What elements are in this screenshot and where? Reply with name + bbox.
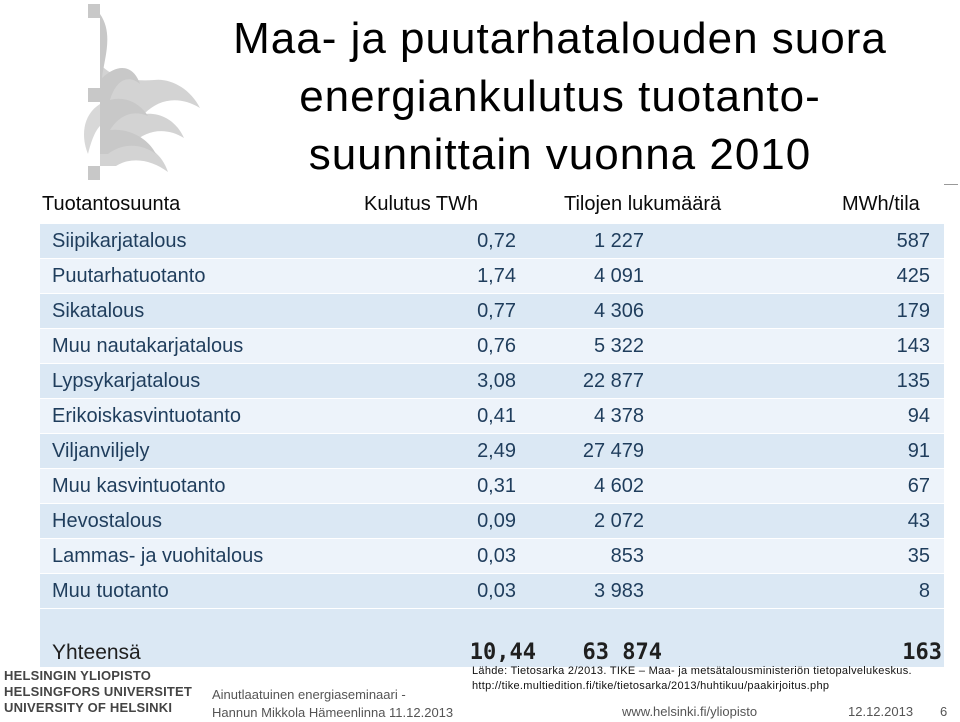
cell-consumption: 0,09 — [352, 504, 540, 539]
cell-total-farms: 63 874 — [540, 609, 812, 668]
cell-name: Erikoiskasvintuotanto — [40, 399, 352, 434]
cell-mwh: 587 — [812, 224, 944, 259]
cell-farms: 4 378 — [540, 399, 812, 434]
header-mwh-per-farm: MWh/tila — [812, 186, 944, 224]
cell-total-name: Yhteensä — [40, 609, 352, 668]
cell-mwh: 43 — [812, 504, 944, 539]
cell-name: Muu nautakarjatalous — [40, 329, 352, 364]
cell-total-mwh: 163 — [812, 609, 944, 668]
cell-consumption: 0,41 — [352, 399, 540, 434]
cell-consumption: 0,03 — [352, 539, 540, 574]
title-line: suunnittain vuonna 2010 — [308, 130, 812, 179]
cell-consumption: 0,03 — [352, 574, 540, 609]
seminar-line: Hannun Mikkola Hämeenlinna 11.12.2013 — [212, 705, 454, 720]
header-consumption-twh: Kulutus TWh — [352, 186, 540, 224]
cell-name: Viljanviljely — [40, 434, 352, 469]
cell-mwh: 94 — [812, 399, 944, 434]
table-row: Sikatalous 0,77 4 306 179 — [40, 294, 944, 329]
table-row: Siipikarjatalous 0,72 1 227 587 — [40, 224, 944, 259]
cell-consumption: 0,31 — [352, 469, 540, 504]
cell-name: Puutarhatuotanto — [40, 259, 352, 294]
cell-consumption: 2,49 — [352, 434, 540, 469]
table-row: Hevostalous 0,09 2 072 43 — [40, 504, 944, 539]
cell-farms: 853 — [540, 539, 812, 574]
cell-farms: 22 877 — [540, 364, 812, 399]
cell-mwh: 135 — [812, 364, 944, 399]
cell-farms: 2 072 — [540, 504, 812, 539]
table-row: Muu kasvintuotanto 0,31 4 602 67 — [40, 469, 944, 504]
cell-consumption: 0,72 — [352, 224, 540, 259]
footer-url-link[interactable]: www.helsinki.fi/yliopisto — [622, 704, 758, 719]
source-line: Lähde: Tietosarka 2/2013. TIKE – Maa- ja… — [472, 665, 912, 677]
cell-mwh: 91 — [812, 434, 944, 469]
university-name-block: HELSINGIN YLIOPISTO HELSINGFORS UNIVERSI… — [4, 668, 192, 716]
source-note: Lähde: Tietosarka 2/2013. TIKE – Maa- ja… — [472, 664, 912, 694]
cell-consumption: 3,08 — [352, 364, 540, 399]
table-row: Puutarhatuotanto 1,74 4 091 425 — [40, 259, 944, 294]
slide-title: Maa- ja puutarhatalouden suora energiank… — [160, 10, 960, 184]
table-row: Lammas- ja vuohitalous 0,03 853 35 — [40, 539, 944, 574]
cell-mwh: 179 — [812, 294, 944, 329]
seminar-info: Ainutlaatuinen energiaseminaari - Hannun… — [212, 686, 453, 722]
page-number: 6 — [940, 704, 948, 719]
university-name-sv: HELSINGFORS UNIVERSITET — [4, 684, 193, 699]
cell-name: Lypsykarjatalous — [40, 364, 352, 399]
table-row: Erikoiskasvintuotanto 0,41 4 378 94 — [40, 399, 944, 434]
university-flame-logo-icon — [84, 4, 200, 180]
cell-total-consumption: 10,44 — [352, 609, 540, 668]
cell-mwh: 425 — [812, 259, 944, 294]
table-row: Viljanviljely 2,49 27 479 91 — [40, 434, 944, 469]
cell-mwh: 67 — [812, 469, 944, 504]
table-row: Lypsykarjatalous 3,08 22 877 135 — [40, 364, 944, 399]
cell-mwh: 35 — [812, 539, 944, 574]
cell-name: Muu kasvintuotanto — [40, 469, 352, 504]
footer-date: 12.12.2013 — [848, 704, 914, 719]
energy-consumption-table: Tuotantosuunta Kulutus TWh Tilojen lukum… — [40, 186, 944, 668]
cell-consumption: 0,77 — [352, 294, 540, 329]
header-farm-count: Tilojen lukumäärä — [540, 186, 812, 224]
cell-farms: 5 322 — [540, 329, 812, 364]
title-line: Maa- ja puutarhatalouden suora — [233, 14, 887, 63]
cell-name: Sikatalous — [40, 294, 352, 329]
table-header-row: Tuotantosuunta Kulutus TWh Tilojen lukum… — [40, 186, 944, 224]
cell-farms: 4 091 — [540, 259, 812, 294]
source-link[interactable]: http://tike.multiedition.fi/tike/tietosa… — [472, 680, 830, 692]
cell-mwh: 143 — [812, 329, 944, 364]
table-total-row: Yhteensä 10,44 63 874 163 — [40, 609, 944, 668]
divider — [944, 184, 958, 185]
university-name-en: UNIVERSITY OF HELSINKI — [4, 700, 173, 715]
cell-consumption: 1,74 — [352, 259, 540, 294]
cell-farms: 1 227 — [540, 224, 812, 259]
table-row: Muu tuotanto 0,03 3 983 8 — [40, 574, 944, 609]
cell-farms: 4 306 — [540, 294, 812, 329]
cell-name: Hevostalous — [40, 504, 352, 539]
cell-farms: 4 602 — [540, 469, 812, 504]
cell-name: Muu tuotanto — [40, 574, 352, 609]
header-production-type: Tuotantosuunta — [40, 186, 352, 224]
university-name-fi: HELSINGIN YLIOPISTO — [4, 668, 152, 683]
cell-name: Siipikarjatalous — [40, 224, 352, 259]
table-row: Muu nautakarjatalous 0,76 5 322 143 — [40, 329, 944, 364]
title-line: energiankulutus tuotanto- — [299, 72, 821, 121]
seminar-line: Ainutlaatuinen energiaseminaari - — [212, 687, 406, 702]
cell-name: Lammas- ja vuohitalous — [40, 539, 352, 574]
cell-farms: 27 479 — [540, 434, 812, 469]
cell-farms: 3 983 — [540, 574, 812, 609]
cell-consumption: 0,76 — [352, 329, 540, 364]
cell-mwh: 8 — [812, 574, 944, 609]
